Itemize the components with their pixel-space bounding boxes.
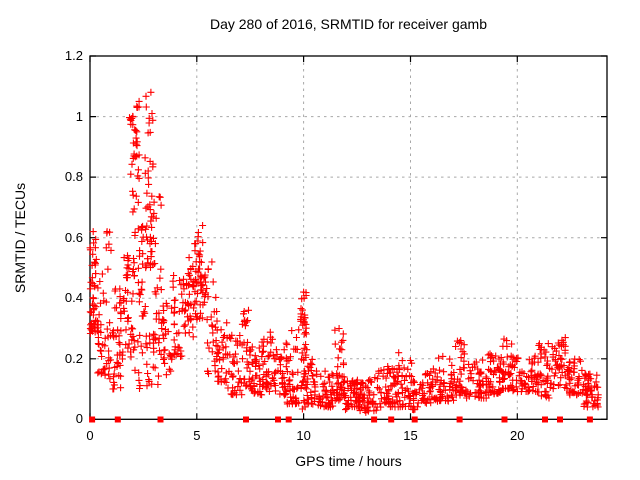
baseline-square-marker	[557, 416, 563, 423]
baseline-square-marker	[157, 416, 164, 423]
baseline-square-marker	[89, 416, 96, 423]
y-tick-label: 0	[75, 411, 83, 427]
axis-ticks	[89, 55, 607, 420]
baseline-square-marker	[388, 416, 395, 423]
y-tick-label: 0.6	[64, 229, 83, 245]
chart-title: Day 280 of 2016, SRMTID for receiver gam…	[209, 16, 487, 32]
x-axis-label: GPS time / hours	[295, 453, 402, 469]
y-tick-label: 1	[75, 108, 83, 124]
x-tick-label: 15	[403, 428, 418, 443]
baseline-square-marker	[411, 416, 418, 423]
baseline-square-marker	[371, 416, 378, 423]
grid-lines	[90, 56, 607, 420]
baseline-square-marker	[285, 416, 292, 423]
y-tick-label: 1.2	[64, 48, 83, 63]
baseline-square-marker	[456, 416, 463, 423]
x-tick-label: 20	[510, 428, 525, 443]
baseline-square-marker	[586, 416, 593, 423]
baseline-square-marker	[243, 416, 249, 423]
y-tick-label: 0.4	[64, 290, 83, 306]
x-tick-label: 0	[86, 428, 94, 443]
plot-border	[89, 55, 608, 420]
baseline-square-marker	[542, 416, 548, 423]
x-tick-label: 10	[296, 428, 311, 443]
baseline-square-marker	[114, 416, 121, 423]
scatter-points	[86, 88, 602, 416]
baseline-square-marker	[275, 416, 281, 423]
y-tick-label: 0.2	[64, 350, 83, 366]
baseline-square-marker	[501, 416, 508, 423]
y-tick-label: 0.8	[64, 169, 83, 185]
x-tick-label: 5	[193, 428, 201, 443]
